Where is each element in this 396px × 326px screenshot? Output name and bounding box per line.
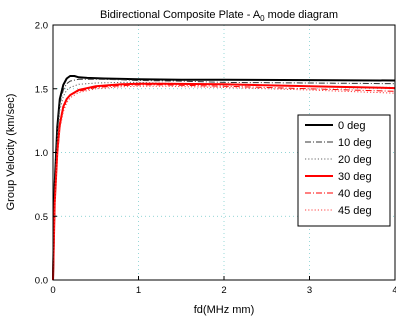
- x-tick-label: 4: [392, 285, 396, 296]
- legend: 0 deg 10 deg 20 deg 30 deg 40 deg 45 deg: [297, 114, 391, 227]
- x-tick-label: 1: [136, 285, 141, 296]
- chart-title-subscript: 0: [260, 14, 265, 23]
- chart-title-main: Bidirectional Composite Plate - A: [100, 9, 261, 21]
- x-axis-title: fd(MHz mm): [194, 304, 255, 316]
- x-tick-label: 0: [50, 285, 55, 296]
- axis-ticks: 0 1 2 3 4 0.0 0.5 1.0 1.5 2.0: [35, 21, 396, 297]
- series-line-10-deg: [52, 78, 396, 281]
- y-tick-label: 2.0: [35, 21, 48, 32]
- series-line-40-deg: [52, 84, 396, 281]
- legend-label-10-deg: 10 deg: [338, 137, 372, 149]
- legend-label-30-deg: 30 deg: [338, 171, 372, 183]
- chart-title-suffix: mode diagram: [265, 9, 338, 21]
- series-line-45-deg: [52, 85, 396, 281]
- y-tick-label: 0.0: [35, 276, 48, 287]
- legend-label-20-deg: 20 deg: [338, 154, 372, 166]
- legend-label-45-deg: 45 deg: [338, 205, 372, 217]
- y-tick-label: 0.5: [35, 212, 48, 223]
- legend-box: [297, 114, 391, 227]
- y-tick-label: 1.5: [35, 84, 48, 95]
- y-tick-label: 1.0: [35, 148, 48, 159]
- y-axis-title: Group Velocity (km/sec): [5, 94, 17, 211]
- chart-title: Bidirectional Composite Plate - A0 mode …: [100, 9, 338, 23]
- series-lines: [52, 75, 396, 281]
- legend-label-40-deg: 40 deg: [338, 188, 372, 200]
- legend-label-0-deg: 0 deg: [338, 120, 366, 132]
- x-tick-label: 2: [221, 285, 226, 296]
- x-tick-label: 3: [307, 285, 312, 296]
